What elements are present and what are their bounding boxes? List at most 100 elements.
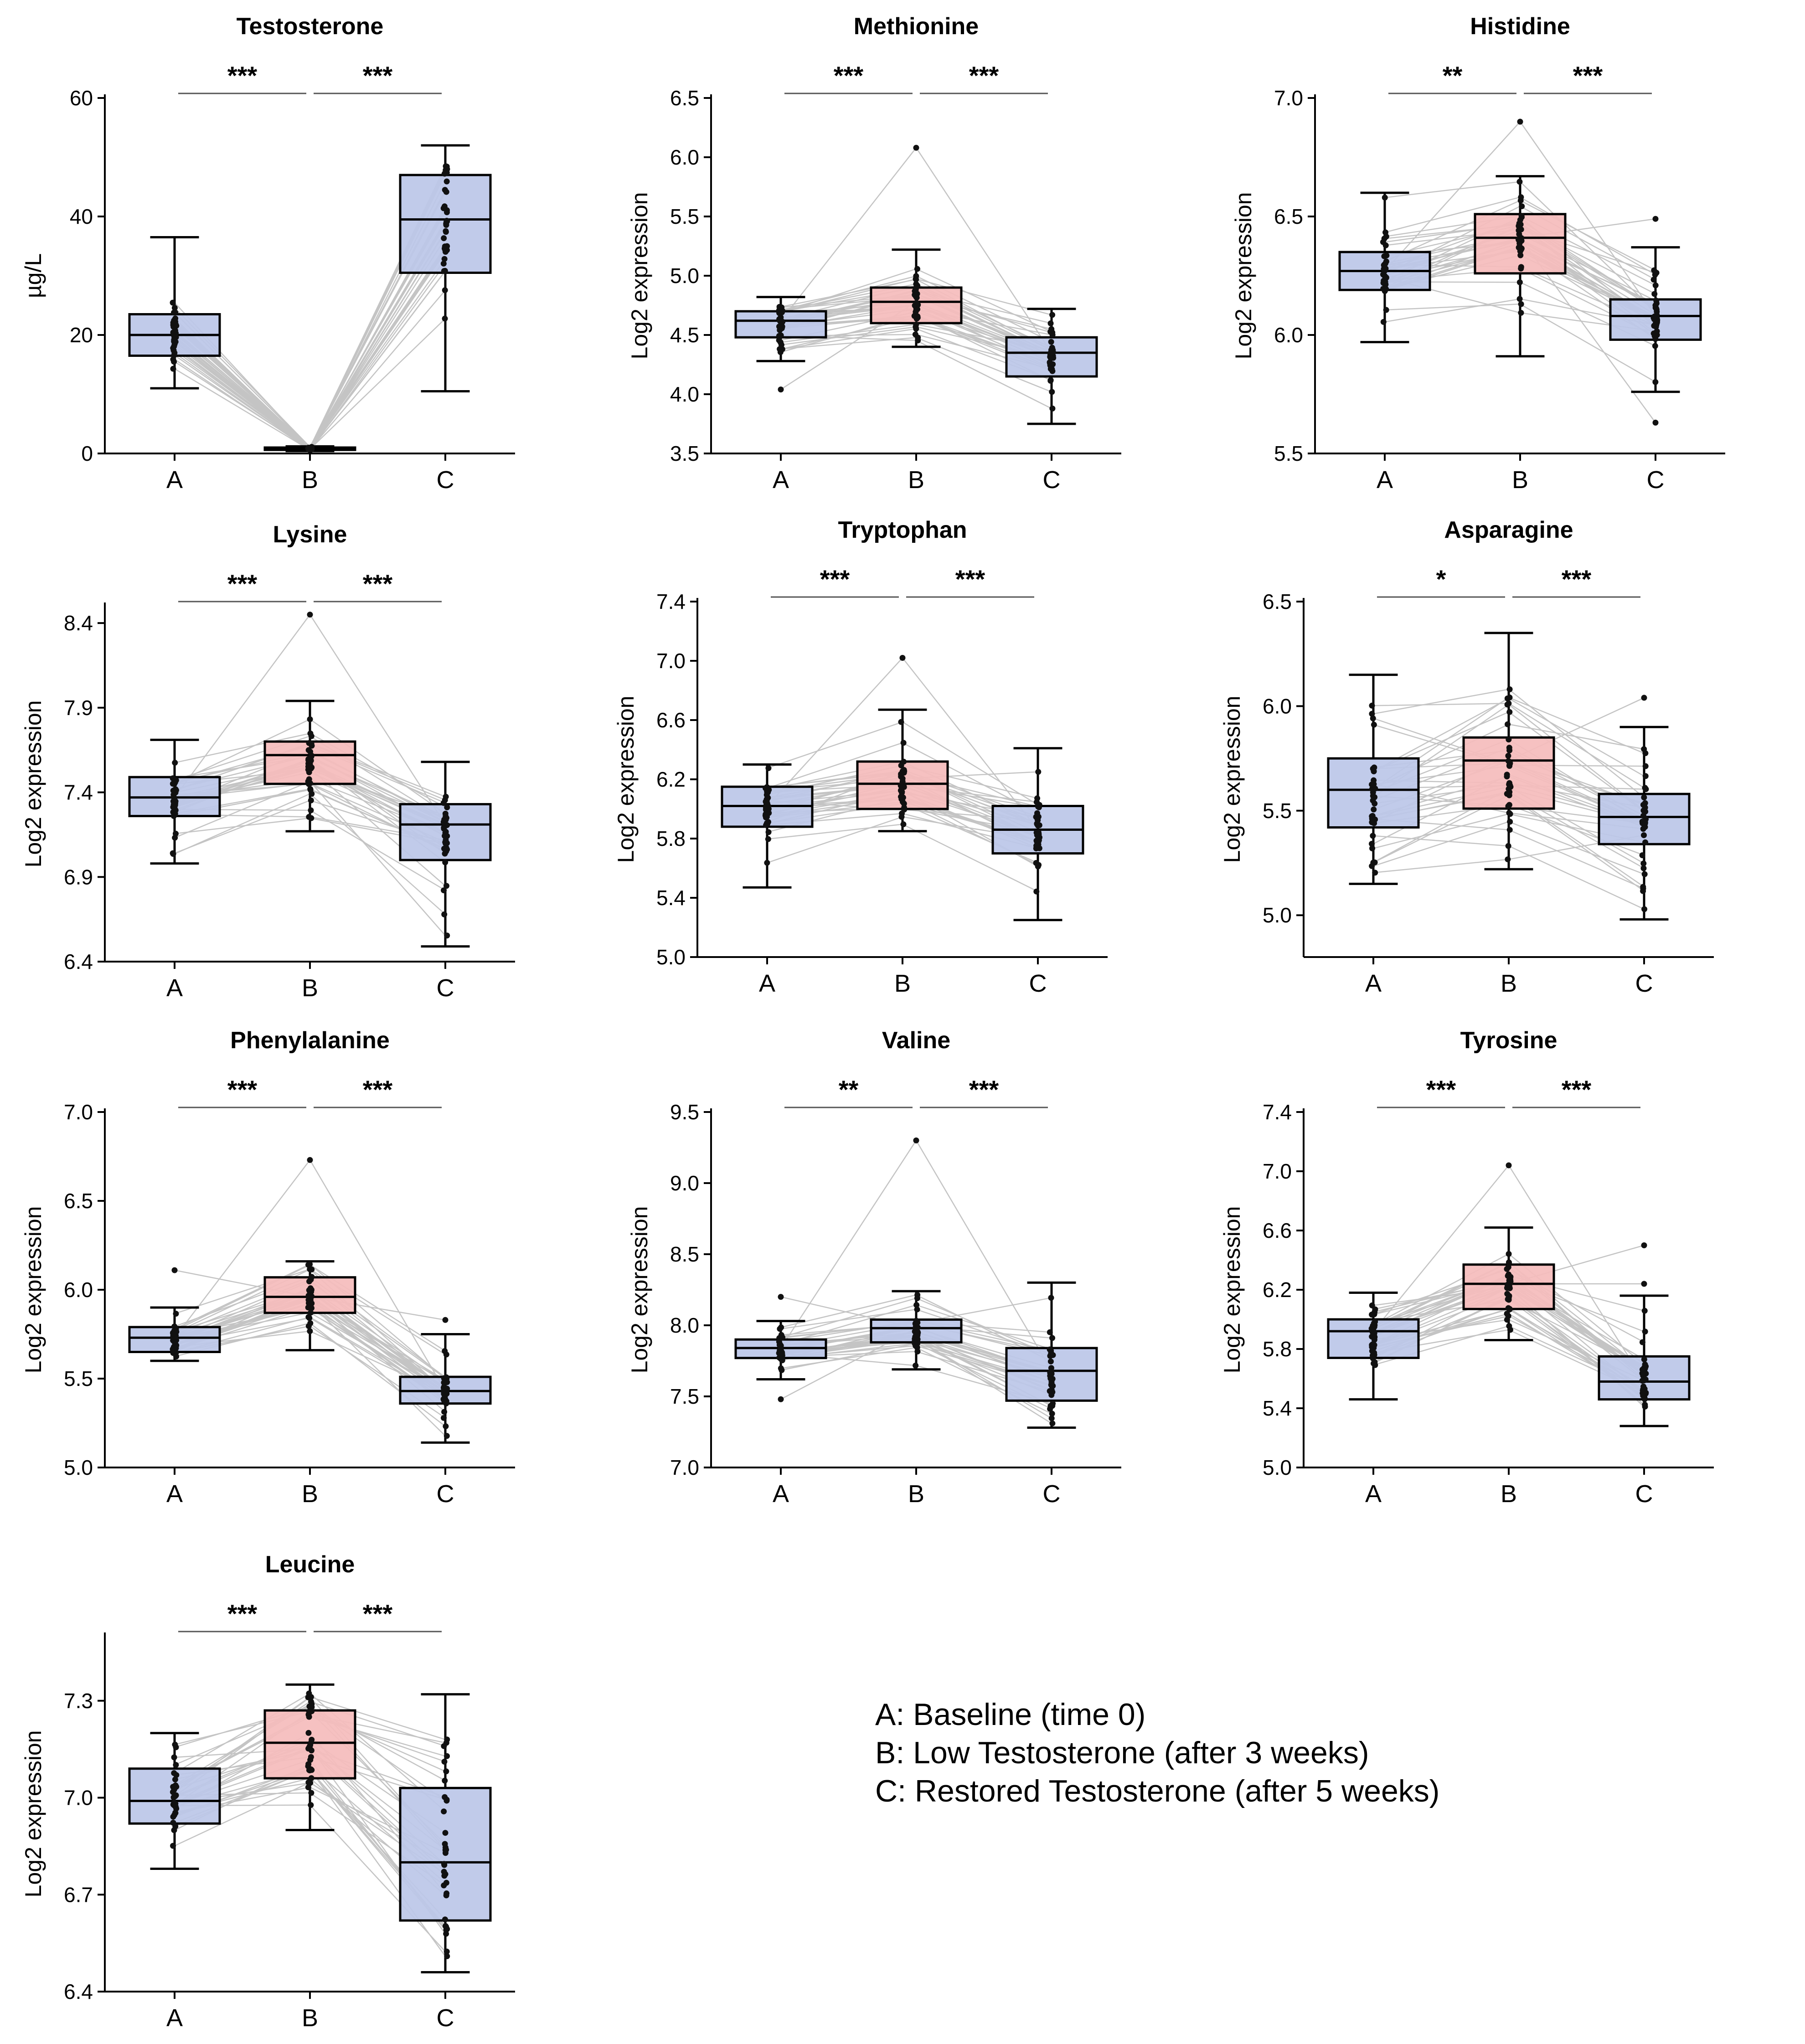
data-point xyxy=(1035,863,1041,870)
data-point xyxy=(1506,736,1512,743)
data-point xyxy=(444,1375,450,1382)
data-point xyxy=(1640,1390,1646,1396)
data-point xyxy=(1639,1339,1645,1345)
data-point xyxy=(1640,807,1647,813)
box-B xyxy=(263,700,356,833)
data-point xyxy=(913,1302,920,1308)
paired-line xyxy=(1508,1165,1645,1382)
data-point xyxy=(898,773,904,780)
data-point xyxy=(307,716,313,722)
outlier-point xyxy=(913,1137,919,1143)
x-tick-label: B xyxy=(302,974,318,1002)
y-tick-label: 5.0 xyxy=(656,945,686,969)
data-point xyxy=(170,802,177,808)
panel-lysine: 6.4 6.9 7.4 7.9 8.4 A B C Log2 expression Lysine *… xyxy=(21,521,515,1002)
data-point xyxy=(914,1292,921,1298)
data-point xyxy=(443,163,449,170)
data-point xyxy=(444,178,450,185)
data-point xyxy=(779,319,786,325)
data-point xyxy=(442,287,448,293)
data-point xyxy=(442,315,448,322)
data-point xyxy=(1371,1323,1377,1330)
x-tick-label: B xyxy=(908,1480,924,1508)
data-point xyxy=(1036,802,1042,808)
data-point xyxy=(913,325,919,332)
box-C xyxy=(399,1693,492,1973)
data-point xyxy=(441,256,448,262)
data-point xyxy=(443,1423,449,1430)
y-tick-label: 7.0 xyxy=(1263,1159,1292,1183)
data-point xyxy=(170,809,176,815)
data-point xyxy=(915,1329,921,1336)
data-point xyxy=(172,1802,178,1808)
data-point xyxy=(1047,359,1053,366)
data-point xyxy=(913,293,919,300)
data-point xyxy=(1369,1328,1376,1335)
data-point xyxy=(1506,827,1513,833)
data-point xyxy=(765,836,771,842)
significance-label: ** xyxy=(839,1075,859,1104)
data-point xyxy=(440,1415,447,1421)
y-tick-label: 5.4 xyxy=(656,886,686,910)
significance-label: ** xyxy=(1443,61,1463,90)
data-point xyxy=(900,821,907,828)
y-tick-label: 6.0 xyxy=(670,145,699,169)
x-tick-label: C xyxy=(1635,970,1653,997)
data-point xyxy=(913,276,919,282)
chart-title: Tryptophan xyxy=(838,517,967,543)
data-point xyxy=(1640,813,1647,819)
data-point xyxy=(170,324,177,330)
data-point xyxy=(1505,721,1511,727)
data-point xyxy=(1640,860,1647,867)
y-tick-label: 60 xyxy=(70,86,93,110)
y-tick-label: 0 xyxy=(81,442,93,465)
paired-line xyxy=(780,147,917,321)
box-A xyxy=(128,1306,221,1362)
y-tick-label: 7.0 xyxy=(1274,86,1303,110)
data-point xyxy=(308,1305,315,1311)
paired-line xyxy=(1519,121,1656,317)
box-B xyxy=(856,708,949,833)
y-axis-label: Log2 expression xyxy=(613,696,639,863)
data-point xyxy=(1518,265,1524,272)
data-point xyxy=(1641,1356,1647,1363)
panel-testosterone: 0 20 40 60 A B Cµg/L Testosterone *** *** xyxy=(21,13,515,494)
data-point xyxy=(1369,845,1376,852)
significance-label: *** xyxy=(955,565,985,593)
data-point xyxy=(442,249,449,255)
group-legend: A: Baseline (time 0) B: Low Testosterone… xyxy=(875,1695,1741,1810)
y-tick-label: 8.0 xyxy=(670,1313,699,1337)
data-point xyxy=(1516,244,1522,251)
data-point xyxy=(172,779,178,786)
data-point xyxy=(1640,865,1647,871)
y-tick-label: 6.4 xyxy=(64,950,93,973)
data-point xyxy=(1507,819,1513,825)
box-C xyxy=(399,144,492,392)
data-point xyxy=(1048,1378,1055,1385)
data-point xyxy=(441,1882,447,1889)
data-point xyxy=(1048,1365,1054,1371)
data-point xyxy=(777,306,783,313)
data-point xyxy=(309,1266,315,1272)
data-point xyxy=(1506,786,1512,792)
data-point xyxy=(307,730,314,736)
x-tick-label: A xyxy=(166,1480,183,1508)
data-point xyxy=(1383,307,1389,313)
box-C xyxy=(991,747,1084,922)
data-point xyxy=(1371,764,1377,771)
data-point xyxy=(1516,231,1522,237)
y-axis-label: Log2 expression xyxy=(21,1730,46,1898)
data-point xyxy=(442,1777,448,1784)
data-point xyxy=(442,1871,449,1877)
data-point xyxy=(308,1775,315,1781)
data-point xyxy=(1639,852,1645,859)
data-point xyxy=(778,332,784,339)
x-tick-label: B xyxy=(302,466,318,494)
data-point xyxy=(777,346,784,352)
data-point xyxy=(1033,888,1040,895)
data-point xyxy=(442,859,449,865)
data-point xyxy=(441,825,447,832)
data-point xyxy=(1641,1308,1648,1314)
data-point xyxy=(173,1783,180,1790)
y-tick-label: 3.5 xyxy=(670,442,699,465)
